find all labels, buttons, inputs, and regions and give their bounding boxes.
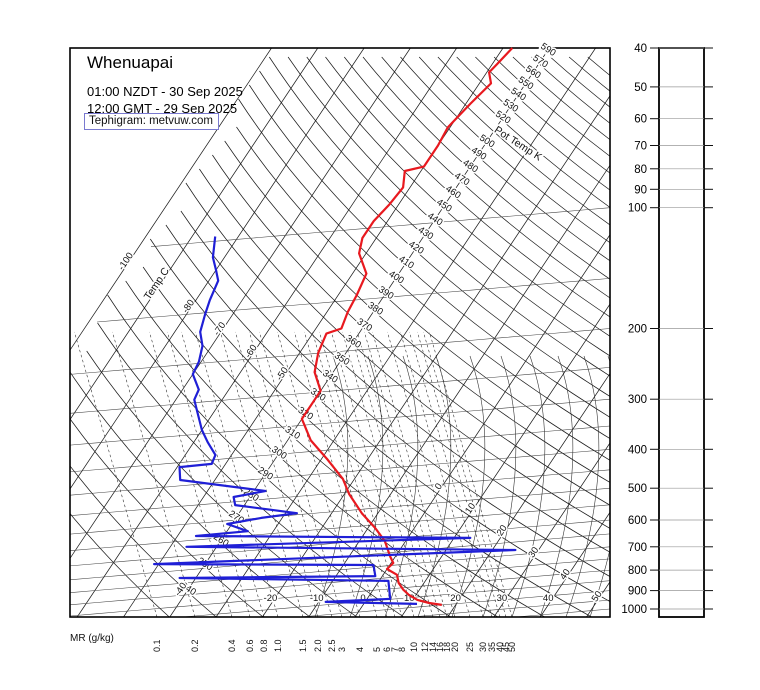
svg-text:2.5: 2.5 — [327, 639, 337, 652]
svg-text:440: 440 — [425, 211, 444, 229]
theta-axis-title: Pot Temp K — [492, 124, 544, 164]
svg-text:20: 20 — [450, 593, 461, 604]
svg-text:18: 18 — [442, 642, 452, 652]
svg-text:8: 8 — [397, 647, 407, 652]
svg-text:14: 14 — [428, 642, 438, 652]
svg-text:20: 20 — [450, 642, 460, 652]
svg-text:0: 0 — [433, 481, 445, 492]
pressure-label: 900 — [628, 586, 647, 598]
svg-text:30: 30 — [497, 593, 508, 604]
svg-text:460: 460 — [443, 183, 462, 201]
station-title: Whenuapai — [87, 53, 174, 72]
chart-border — [69, 47, 611, 618]
pressure-label: 80 — [634, 164, 647, 176]
date-local: 01:00 NZDT - 30 Sep 2025 — [87, 84, 243, 99]
svg-text:0.8: 0.8 — [259, 639, 269, 652]
pressure-label: 300 — [628, 394, 647, 406]
svg-text:16: 16 — [435, 642, 445, 652]
svg-text:30: 30 — [478, 642, 488, 652]
svg-text:6: 6 — [382, 647, 392, 652]
svg-text:450: 450 — [434, 197, 453, 215]
date-gmt: 12:00 GMT - 29 Sep 2025 — [87, 101, 238, 116]
svg-text:40: 40 — [558, 567, 573, 582]
svg-text:420: 420 — [406, 239, 425, 257]
svg-text:-60: -60 — [243, 343, 260, 361]
dry-adiabat-grid — [70, 56, 610, 617]
svg-text:390: 390 — [376, 284, 395, 302]
svg-text:10: 10 — [404, 593, 415, 604]
pressure-label: 90 — [634, 184, 647, 196]
pressure-scale: 40 50 60 70 80 90 100 200 300 400 500 600 700 800 900 1… — [621, 43, 713, 618]
svg-text:1.0: 1.0 — [273, 639, 283, 652]
pressure-label: 100 — [628, 203, 647, 215]
pressure-label: 700 — [628, 542, 647, 554]
mixing-ratio-grid — [74, 331, 513, 617]
svg-text:2.0: 2.0 — [313, 639, 323, 652]
pressure-bar — [658, 47, 705, 618]
svg-text:4: 4 — [355, 647, 365, 652]
svg-text:40: 40 — [495, 642, 505, 652]
svg-text:1.5: 1.5 — [298, 639, 308, 652]
svg-text:0: 0 — [360, 593, 365, 604]
pressure-label: 500 — [628, 483, 647, 495]
svg-text:0.2: 0.2 — [190, 639, 200, 652]
svg-text:410: 410 — [397, 254, 416, 272]
svg-text:0.4: 0.4 — [227, 639, 237, 652]
mixing-ratio-axis: MR (g/kg)0.1 0.2 0.4 0.6 0.8 1.0 1.5 2.0 2.5 3 4 5 6… — [70, 633, 517, 652]
svg-text:290: 290 — [256, 465, 275, 483]
mixing-ratio-axis-title: MR (g/kg) — [70, 633, 114, 644]
svg-text:-20: -20 — [264, 593, 278, 604]
pressure-label: 50 — [634, 82, 647, 94]
dewpoint-trace — [153, 236, 517, 605]
svg-text:0.1: 0.1 — [152, 639, 162, 652]
svg-text:400: 400 — [387, 269, 406, 287]
svg-text:-100: -100 — [116, 251, 136, 273]
pressure-label: 1000 — [621, 604, 647, 616]
svg-text:5: 5 — [372, 647, 382, 652]
svg-text:430: 430 — [416, 225, 435, 243]
isobar-grid — [70, 207, 610, 617]
svg-text:12: 12 — [420, 642, 430, 652]
svg-text:350: 350 — [332, 350, 351, 368]
svg-text:50: 50 — [507, 642, 517, 652]
saturated-adiabat-grid — [314, 355, 610, 617]
svg-text:470: 470 — [452, 170, 471, 188]
isotherm-grid — [70, 48, 610, 617]
temperature-trace — [300, 47, 514, 606]
svg-text:3: 3 — [337, 647, 347, 652]
svg-text:30: 30 — [526, 545, 541, 560]
svg-text:20: 20 — [495, 523, 510, 538]
pressure-label: 60 — [634, 114, 647, 126]
svg-text:25: 25 — [465, 642, 475, 652]
svg-text:-10: -10 — [310, 593, 324, 604]
metvuw-source-link[interactable]: Tephigram: metvuw.com — [84, 113, 219, 130]
svg-text:45: 45 — [501, 642, 511, 652]
svg-text:360: 360 — [344, 333, 363, 351]
svg-text:340: 340 — [320, 368, 339, 386]
pressure-label: 40 — [634, 43, 647, 55]
svg-text:7: 7 — [390, 647, 400, 652]
svg-text:35: 35 — [487, 642, 497, 652]
pressure-label: 200 — [628, 324, 647, 336]
svg-text:10: 10 — [463, 501, 478, 516]
svg-text:370: 370 — [355, 316, 374, 334]
svg-text:480: 480 — [461, 157, 480, 175]
svg-text:-50: -50 — [274, 365, 291, 383]
svg-text:380: 380 — [366, 300, 385, 318]
svg-text:300: 300 — [269, 444, 288, 462]
svg-text:10: 10 — [409, 642, 419, 652]
temp-axis-title: Temp C — [142, 265, 172, 302]
pressure-label: 800 — [628, 565, 647, 577]
pressure-label: 600 — [628, 515, 647, 527]
svg-text:-70: -70 — [212, 320, 229, 338]
pressure-label: 400 — [628, 444, 647, 456]
pressure-label: 70 — [634, 141, 647, 153]
svg-text:0.6: 0.6 — [245, 639, 255, 652]
svg-text:40: 40 — [543, 593, 554, 604]
